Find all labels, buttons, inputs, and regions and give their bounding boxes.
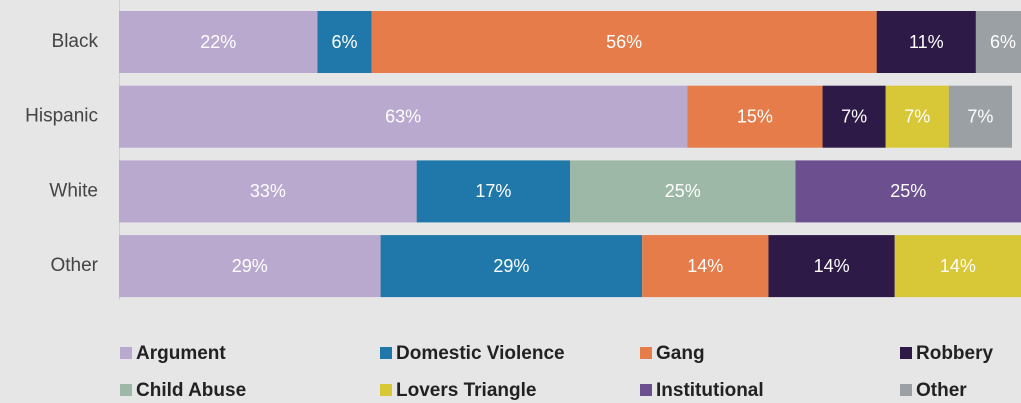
bar-segment bbox=[119, 235, 381, 298]
bar-segment bbox=[371, 11, 877, 73]
legend-label: Child Abuse bbox=[136, 380, 246, 401]
legend-swatch bbox=[900, 384, 912, 396]
value-label: 7% bbox=[904, 106, 930, 126]
bar-segment bbox=[416, 160, 570, 223]
category-label: Hispanic bbox=[25, 106, 98, 127]
value-label: 11% bbox=[909, 32, 944, 52]
legend-swatch bbox=[640, 384, 652, 396]
bar-segment bbox=[948, 85, 1012, 148]
bar-segment bbox=[885, 85, 949, 148]
bar-segment bbox=[894, 235, 1021, 298]
value-label: 7% bbox=[967, 106, 993, 126]
value-label: 17% bbox=[475, 181, 511, 201]
value-label: 33% bbox=[250, 181, 286, 201]
legend-label: Gang bbox=[656, 343, 705, 364]
legend-swatch bbox=[120, 384, 132, 396]
category-label: Black bbox=[52, 31, 99, 52]
bar-segment bbox=[975, 11, 1021, 73]
legend-swatch bbox=[380, 347, 392, 359]
legend-label: Domestic Violence bbox=[396, 343, 565, 364]
value-label: 14% bbox=[814, 256, 850, 276]
plot-area: 22% 6% 56% 11% 6% 63% 15% 7% 7% 7% 33% 17% 25% 25% 29%… bbox=[119, 11, 1021, 298]
value-label: 15% bbox=[737, 106, 773, 126]
bar-segment bbox=[795, 160, 1021, 223]
legend-label: Robbery bbox=[916, 343, 994, 364]
bar-segment bbox=[768, 235, 895, 298]
value-label: 22% bbox=[200, 32, 236, 52]
bar-segment bbox=[380, 235, 643, 298]
value-label: 6% bbox=[331, 32, 357, 52]
legend-swatch bbox=[640, 347, 652, 359]
bar-segment bbox=[642, 235, 769, 298]
value-label: 29% bbox=[493, 256, 529, 276]
legend-label: Argument bbox=[136, 343, 226, 364]
bar-segment bbox=[570, 160, 796, 223]
bar-segment bbox=[876, 11, 976, 73]
category-label: White bbox=[49, 180, 98, 201]
value-label: 25% bbox=[890, 181, 926, 201]
value-label: 14% bbox=[940, 256, 976, 276]
value-label: 29% bbox=[232, 256, 268, 276]
value-label: 6% bbox=[990, 32, 1016, 52]
legend-label: Institutional bbox=[656, 380, 764, 401]
value-label: 25% bbox=[665, 181, 701, 201]
value-label: 63% bbox=[385, 106, 421, 126]
legend-swatch bbox=[900, 347, 912, 359]
category-label: Other bbox=[50, 255, 98, 276]
legend-swatch bbox=[120, 347, 132, 359]
bar-segment bbox=[317, 11, 372, 73]
legend-label: Lovers Triangle bbox=[396, 380, 536, 401]
bar-segment bbox=[119, 11, 318, 73]
bar-segment bbox=[119, 85, 688, 148]
bar-segment bbox=[822, 85, 886, 148]
bar-segment bbox=[119, 160, 417, 223]
bar-segment bbox=[687, 85, 823, 148]
value-label: 7% bbox=[841, 106, 867, 126]
value-label: 56% bbox=[606, 32, 642, 52]
legend-swatch bbox=[380, 384, 392, 396]
legend-label: Other bbox=[916, 380, 967, 401]
value-label: 14% bbox=[687, 256, 723, 276]
